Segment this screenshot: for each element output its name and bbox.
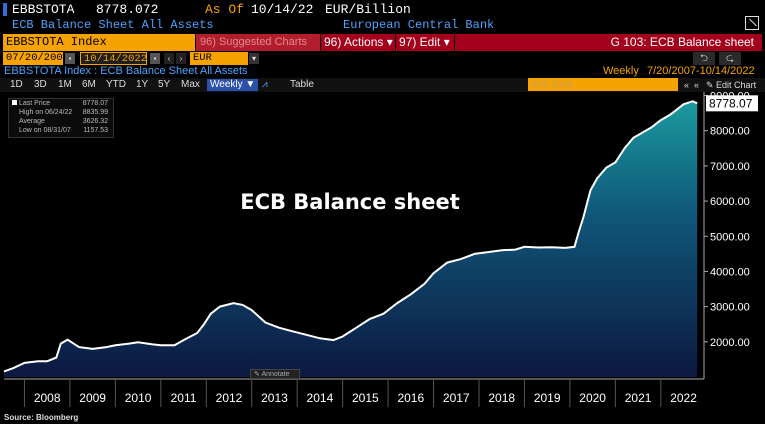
annotate-label: Annotate xyxy=(261,371,290,378)
as-of-date: 10/14/22 xyxy=(251,2,314,17)
x-tick-label: 2009 xyxy=(79,391,106,405)
x-tick-label: 2012 xyxy=(216,391,243,405)
annotate-button[interactable]: ✎ Annotate xyxy=(250,369,300,379)
range-3d[interactable]: 3D xyxy=(34,79,47,90)
edit-chart-button[interactable]: ✎ Edit Chart xyxy=(706,80,757,90)
ticker-symbol: EBBSTOTA xyxy=(12,2,75,17)
end-calendar-icon[interactable]: ▪ xyxy=(150,53,160,64)
balance-sheet-chart[interactable]: 2000.00 3000.00 4000.00 5000.00 6000.00 7000.… xyxy=(0,92,765,412)
y-tick-label: 5000.00 xyxy=(710,231,750,243)
range-1d[interactable]: 1D xyxy=(10,79,23,90)
command-bar: EBBSTOTA Index 96) Suggested Charts 96) … xyxy=(0,34,765,51)
edit-chart-label: Edit Chart xyxy=(716,80,757,90)
legend-value: 8835.99 xyxy=(82,109,108,116)
chart-title: ECB Balance sheet xyxy=(240,190,460,214)
chevron-left-icon[interactable]: ‹ xyxy=(164,53,174,64)
y-tick-label: 7000.00 xyxy=(710,161,750,173)
chevron-double-left-icon[interactable]: « xyxy=(684,80,690,90)
export-icon[interactable] xyxy=(745,16,759,30)
legend-value: 8778.07 xyxy=(82,100,108,107)
redo-button[interactable]: ⮎ xyxy=(719,52,741,65)
y-tick-label: 4000.00 xyxy=(710,266,750,278)
legend-label: Low on 08/31/07 xyxy=(19,127,71,134)
range-5y[interactable]: 5Y xyxy=(158,79,171,90)
start-calendar-icon[interactable]: ▪ xyxy=(65,53,75,64)
chevron-double-left-icon[interactable]: « xyxy=(694,80,700,90)
y-tick-label: 6000.00 xyxy=(710,196,750,208)
legend-high: High on 06/24/22 8835.99 xyxy=(12,109,112,117)
add-data-input[interactable]: Add Data xyxy=(528,78,678,91)
units-label: EUR/Billion xyxy=(325,2,411,17)
x-tick-label: 2021 xyxy=(625,391,652,405)
date-range-bar: 07/20/2007 ▪ 10/14/2022 ▪ ‹ › EUR ▾ ⮌ ⮎ xyxy=(0,52,765,66)
table-button[interactable]: Table xyxy=(290,79,314,90)
legend-last-price: Last Price 8778.07 xyxy=(12,100,112,108)
range-ytd[interactable]: YTD xyxy=(106,79,126,90)
undo-button[interactable]: ⮌ xyxy=(693,52,715,65)
x-tick-label: 2013 xyxy=(261,391,288,405)
y-tick-label: 8000.00 xyxy=(710,126,750,138)
legend-value: 1157.53 xyxy=(83,127,108,134)
x-tick-label: 2022 xyxy=(670,391,697,405)
as-of-label: As Of xyxy=(205,2,245,17)
security-subtitle: ECB Balance Sheet All Assets European Ce… xyxy=(0,18,765,34)
security-name: ECB Balance Sheet All Assets xyxy=(12,18,214,32)
x-tick-label: 2020 xyxy=(579,391,606,405)
source-note: Source: Bloomberg xyxy=(4,413,79,422)
start-date-input[interactable]: 07/20/2007 xyxy=(3,52,69,65)
security-marker xyxy=(3,3,7,16)
range-1m[interactable]: 1M xyxy=(58,79,72,90)
x-tick-label: 2015 xyxy=(352,391,379,405)
chart-description: EBBSTOTA Index : ECB Balance Sheet All A… xyxy=(4,65,248,77)
chart-legend[interactable]: Last Price 8778.07 High on 06/24/22 8835.9… xyxy=(8,98,114,138)
x-tick-label: 2017 xyxy=(443,391,470,405)
x-tick-label: 2016 xyxy=(397,391,424,405)
range-6m[interactable]: 6M xyxy=(82,79,96,90)
edit-menu[interactable]: 97) Edit ▾ xyxy=(396,34,454,51)
series-area xyxy=(4,101,698,378)
security-header: EBBSTOTA 8778.072 As Of 10/14/22 EUR/Bil… xyxy=(0,0,765,19)
frequency-select[interactable]: Weekly ▼ xyxy=(207,79,259,91)
chart-type-icon[interactable]: ⩘ xyxy=(262,79,268,90)
period-label: Weekly xyxy=(603,65,639,77)
x-tick-label: 2018 xyxy=(488,391,515,405)
white-square-icon xyxy=(12,100,17,105)
x-tick-label: 2010 xyxy=(125,391,152,405)
actions-menu[interactable]: 96) Actions ▾ xyxy=(321,34,395,51)
chart-page-title: G 103: ECB Balance sheet xyxy=(455,34,762,51)
legend-value: 3626.32 xyxy=(82,118,108,125)
range-1y[interactable]: 1Y xyxy=(136,79,149,90)
legend-label: High on 06/24/22 xyxy=(19,109,73,116)
series-line xyxy=(3,100,698,373)
date-range-label: 7/20/2007-10/14/2022 xyxy=(647,65,755,77)
x-axis-band xyxy=(0,379,765,412)
chevron-down-icon[interactable]: ▾ xyxy=(249,53,259,64)
range-max[interactable]: Max xyxy=(181,79,200,90)
y-tick-label: 2000.00 xyxy=(710,337,750,349)
last-value-box xyxy=(706,95,758,112)
description-bar: EBBSTOTA Index : ECB Balance Sheet All A… xyxy=(0,65,765,78)
chart-toolbar: 1D 3D 1M 6M YTD 1Y 5Y Max Weekly ▼ ⩘ Tab… xyxy=(0,78,765,92)
legend-average: Average 3626.32 xyxy=(12,118,112,126)
source-organization: European Central Bank xyxy=(343,18,495,32)
suggested-charts-button[interactable]: 96) Suggested Charts xyxy=(196,34,320,51)
chevron-right-icon[interactable]: › xyxy=(176,53,186,64)
y-tick-label: 3000.00 xyxy=(710,302,750,314)
last-price: 8778.072 xyxy=(96,2,159,17)
last-value-label: 8778.07 xyxy=(709,96,753,110)
x-tick-label: 2014 xyxy=(307,391,334,405)
end-date-input[interactable]: 10/14/2022 xyxy=(80,52,147,65)
x-tick-label: 2019 xyxy=(534,391,561,405)
x-tick-label: 2008 xyxy=(34,391,61,405)
ticker-input[interactable]: EBBSTOTA Index xyxy=(3,34,195,51)
legend-low: Low on 08/31/07 1157.53 xyxy=(12,127,112,135)
legend-label: Last Price xyxy=(19,100,51,107)
legend-label: Average xyxy=(19,118,45,125)
x-tick-label: 2011 xyxy=(171,391,197,405)
currency-select[interactable]: EUR xyxy=(190,52,248,65)
